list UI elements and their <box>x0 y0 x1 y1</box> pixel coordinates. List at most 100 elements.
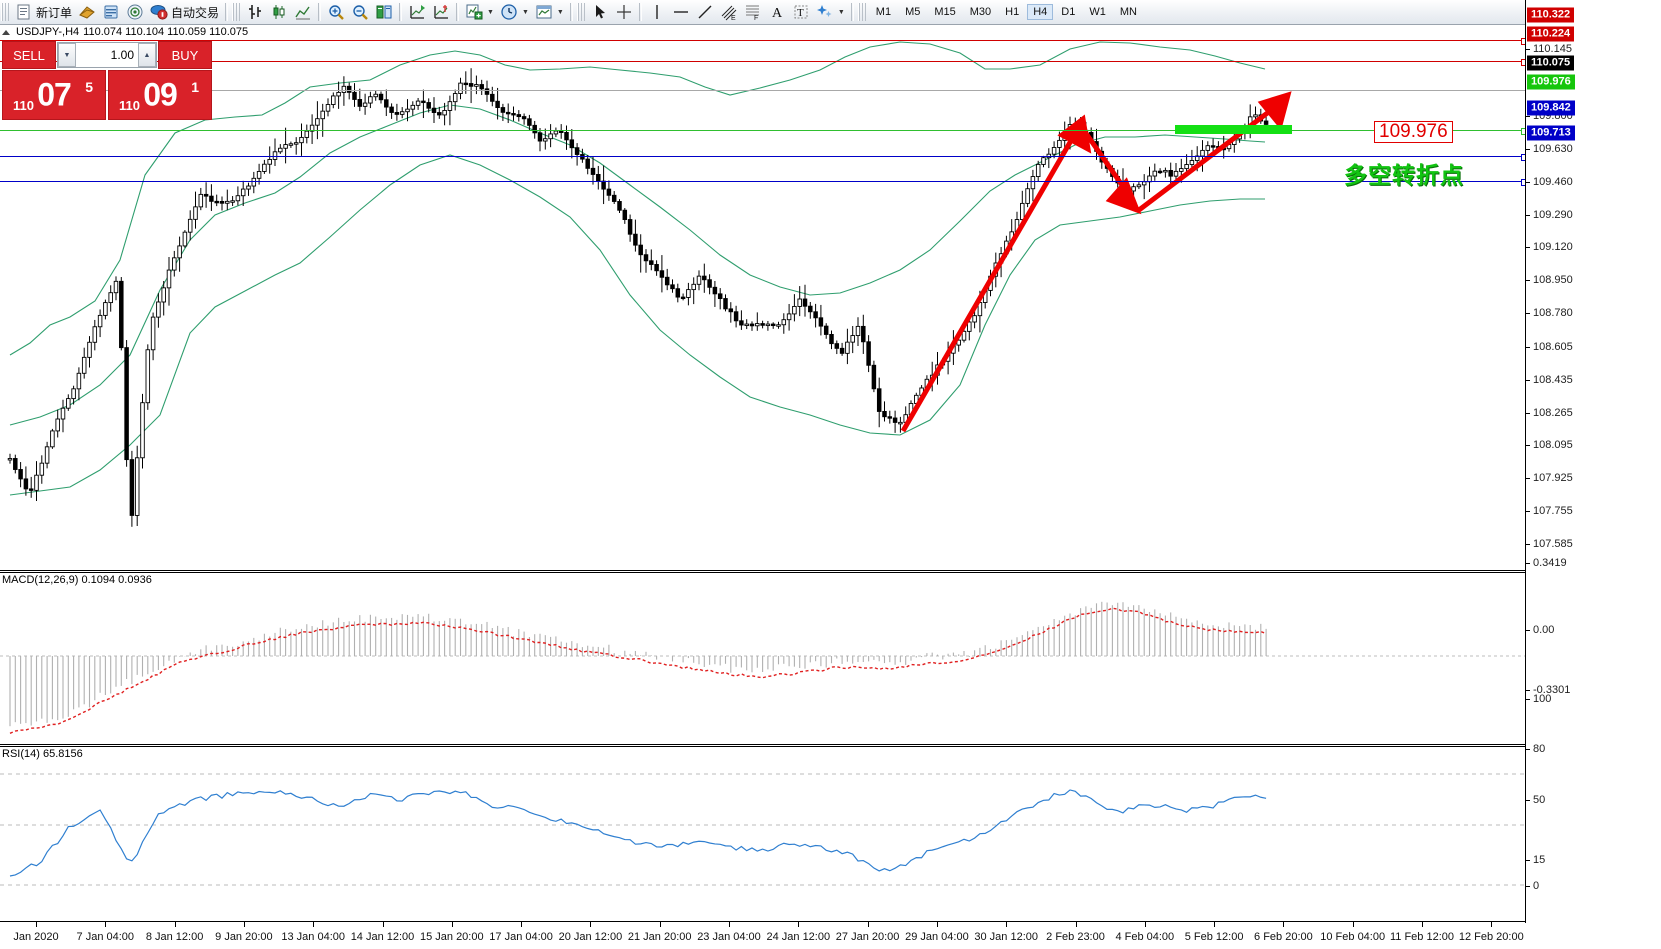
macd-pane[interactable]: MACD(12,26,9) 0.1094 0.0936 <box>0 573 1525 743</box>
price-chip-support-line[interactable]: 109.976 <box>1527 74 1575 90</box>
auto-scroll-icon <box>408 3 426 21</box>
level-line-109-713[interactable] <box>0 179 1525 186</box>
indicators-icon <box>465 3 483 21</box>
buy-price-prefix: 110 <box>119 98 140 113</box>
symbol-header: USDJPY-,H4 110.074 110.104 110.059 110.0… <box>0 25 249 39</box>
timeframe-h4[interactable]: H4 <box>1027 4 1054 20</box>
sell-price-prefix: 110 <box>13 98 34 113</box>
text-label-button[interactable]: T <box>789 1 813 23</box>
candlestick-chart-button[interactable] <box>267 1 291 23</box>
chart-area[interactable]: USDJPY-,H4 110.074 110.104 110.059 110.0… <box>0 25 1661 949</box>
crosshair-tool-button[interactable] <box>612 1 636 23</box>
time-tick <box>798 922 800 927</box>
toolbar-grip-4[interactable] <box>857 3 866 21</box>
time-tick <box>936 922 938 927</box>
price-chip-resistance-line[interactable]: 110.224 <box>1527 26 1575 42</box>
shapes-button[interactable]: ▼ <box>813 1 848 23</box>
new-order-button[interactable]: 新订单 <box>12 1 75 23</box>
vertical-line-button[interactable] <box>645 1 669 23</box>
navigator-button[interactable] <box>123 1 147 23</box>
sell-button[interactable]: SELL <box>2 41 56 69</box>
timeframe-h1[interactable]: H1 <box>1005 6 1020 18</box>
volume-decrement-button[interactable]: ▼ <box>58 43 76 67</box>
timeframe-m5[interactable]: M5 <box>905 6 921 18</box>
chevron-down-icon[interactable]: ▼ <box>521 8 529 16</box>
book-icon <box>78 3 96 21</box>
chevron-down-icon[interactable]: ▼ <box>837 8 845 16</box>
toolbar-grip-2[interactable] <box>232 3 241 21</box>
level-line-109-842[interactable] <box>0 154 1525 161</box>
time-label: 10 Feb 04:00 <box>1320 931 1386 943</box>
time-label: 12 Feb 20:00 <box>1458 931 1524 943</box>
level-line-110-322[interactable] <box>0 38 1525 45</box>
zoom-in-button[interactable] <box>324 1 348 23</box>
time-axis[interactable]: Jan 2020 7 Jan 04:00 8 Jan 12:00 9 Jan 20:0… <box>0 921 1525 949</box>
sell-price-box[interactable]: 110 07 5 <box>2 70 106 120</box>
timeframe-d1[interactable]: D1 <box>1061 6 1076 18</box>
chevron-down-icon[interactable]: ▼ <box>487 8 494 16</box>
toolbar-separator-5 <box>569 3 573 21</box>
price-chip-current-price[interactable]: 110.075 <box>1527 55 1575 71</box>
toolbar-separator-2 <box>318 3 322 21</box>
document-icon <box>15 3 33 21</box>
templates-button[interactable]: ▼ <box>532 1 567 23</box>
chinese-annotation-note: 多空转折点 <box>1344 163 1464 189</box>
data-window-button[interactable] <box>99 1 123 23</box>
price-pane[interactable]: 109.976 多空转折点 SELL ▼ 1.00 ▲ BUY 110 07 5 <box>0 25 1525 569</box>
level-line-110-224[interactable] <box>0 59 1525 66</box>
time-tick <box>243 922 245 927</box>
price-chip-level-line[interactable]: 109.842 <box>1527 100 1575 116</box>
chart-shift-button[interactable] <box>429 1 453 23</box>
current-price-line <box>0 90 1525 91</box>
rsi-pane[interactable]: RSI(14) 65.8156 <box>0 747 1525 919</box>
periods-button[interactable]: ▼ <box>497 1 532 23</box>
horizontal-line-button[interactable] <box>669 1 693 23</box>
trendline-button[interactable] <box>693 1 717 23</box>
chevron-down-icon[interactable]: ▼ <box>556 8 564 16</box>
buy-button[interactable]: BUY <box>158 41 212 69</box>
price-chip-resistance-line[interactable]: 110.322 <box>1527 7 1575 23</box>
time-tick <box>1075 922 1077 927</box>
equidistant-channel-button[interactable]: E <box>717 1 741 23</box>
fibonacci-button[interactable]: F <box>741 1 765 23</box>
timeframe-mn[interactable]: MN <box>1119 6 1137 18</box>
toolbar-grip-3[interactable] <box>576 3 585 21</box>
pane-divider-1[interactable] <box>0 570 1525 571</box>
macd-header: MACD(12,26,9) 0.1094 0.0936 <box>2 574 152 586</box>
auto-scroll-button[interactable] <box>405 1 429 23</box>
volume-input[interactable]: ▼ 1.00 ▲ <box>57 42 157 68</box>
time-label: 7 Jan 04:00 <box>76 931 135 943</box>
autotrading-button[interactable]: 自动交易 <box>147 1 222 23</box>
timeframe-m1[interactable]: M1 <box>875 6 892 18</box>
time-label: 29 Jan 04:00 <box>905 931 969 943</box>
time-tick <box>521 922 523 927</box>
macd-tick: 0.00 <box>1526 624 1554 636</box>
one-click-trade-panel[interactable]: SELL ▼ 1.00 ▲ BUY 110 07 5 110 09 1 <box>2 41 212 126</box>
timeframe-w1[interactable]: W1 <box>1089 6 1106 18</box>
bar-chart-button[interactable] <box>243 1 267 23</box>
expert-advisor-button[interactable] <box>75 1 99 23</box>
timeframe-m15[interactable]: M15 <box>934 6 956 18</box>
price-axis[interactable]: 110.145 109.800 109.630 109.460 109.290 109.1… <box>1525 0 1661 923</box>
timeframe-m30[interactable]: M30 <box>969 6 992 18</box>
time-tick <box>729 922 730 927</box>
time-tick <box>105 922 107 927</box>
toolbar-grip[interactable] <box>1 3 9 21</box>
cursor-tool-button[interactable] <box>588 1 612 23</box>
tile-windows-button[interactable] <box>372 1 396 23</box>
volume-value[interactable]: 1.00 <box>110 48 134 62</box>
price-chip-level-line[interactable]: 109.713 <box>1527 125 1575 141</box>
svg-text:A: A <box>772 6 783 21</box>
line-chart-button[interactable] <box>291 1 315 23</box>
rsi-tick: 100 <box>1526 693 1551 705</box>
volume-increment-button[interactable]: ▲ <box>138 43 156 67</box>
text-button[interactable]: A <box>765 1 789 23</box>
time-label: 15 Jan 20:00 <box>419 931 484 943</box>
level-line-109-976[interactable] <box>0 128 1525 135</box>
buy-price-box[interactable]: 110 09 1 <box>108 70 212 120</box>
zoom-out-button[interactable] <box>348 1 372 23</box>
indicators-button[interactable]: ▼ <box>462 1 497 23</box>
candlestick-icon <box>270 3 288 21</box>
svg-text:T: T <box>797 7 804 19</box>
pane-divider-2[interactable] <box>0 744 1525 745</box>
